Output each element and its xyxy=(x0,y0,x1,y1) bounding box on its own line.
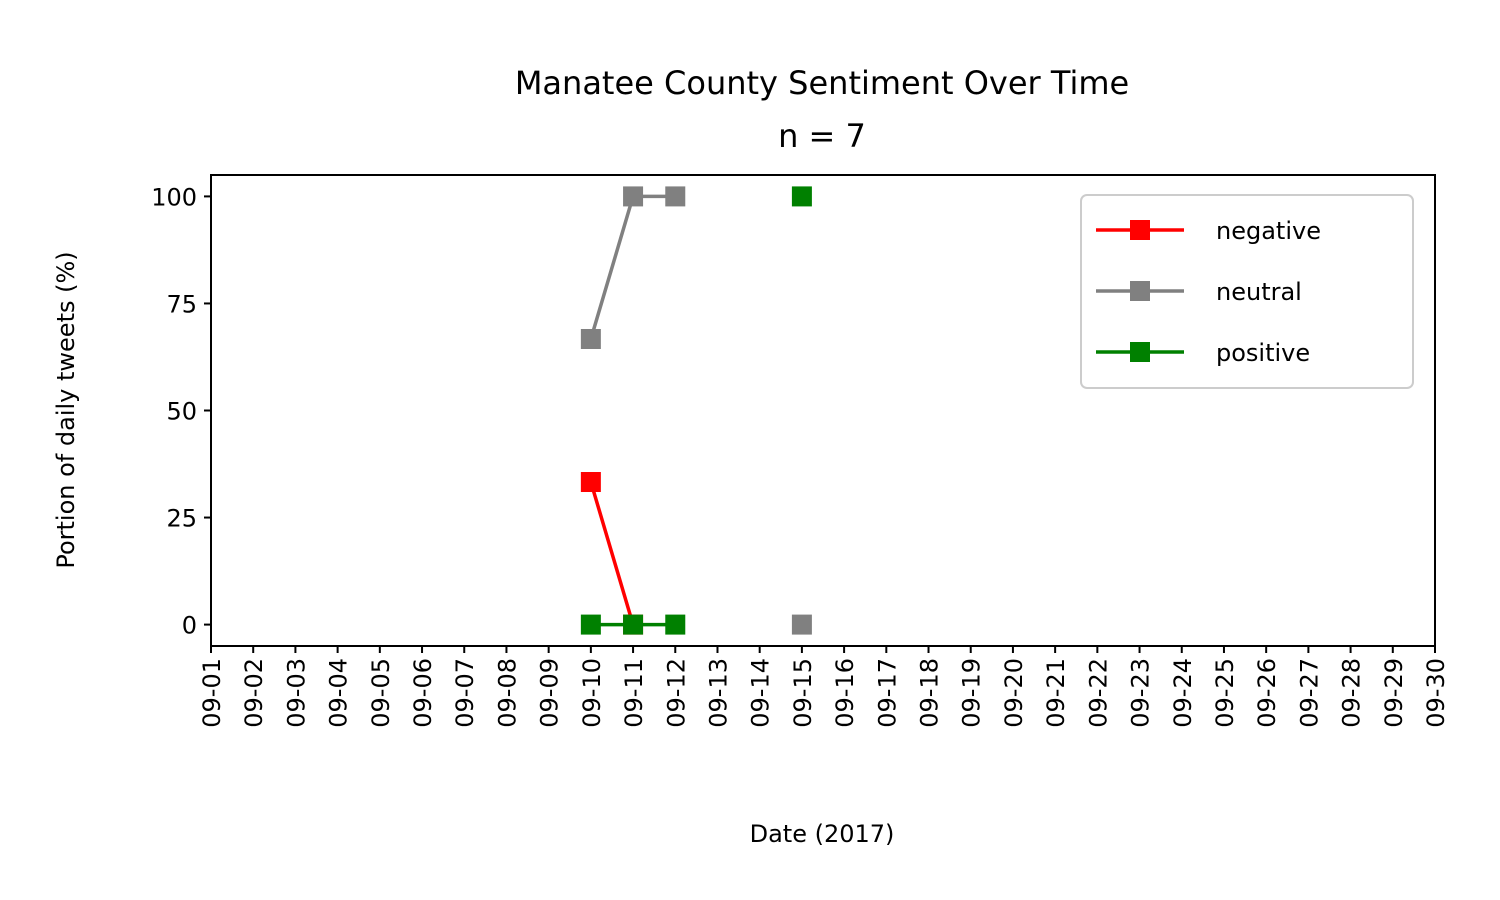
data-point-positive xyxy=(623,614,644,635)
data-point-neutral xyxy=(623,186,644,207)
data-point-neutral xyxy=(665,186,686,207)
data-point-positive xyxy=(791,186,812,207)
y-axis-label: Portion of daily tweets (%) xyxy=(52,251,80,568)
legend-label-positive: positive xyxy=(1216,339,1310,367)
data-point-positive xyxy=(580,614,601,635)
x-tick-label: 09-02 xyxy=(240,658,268,728)
x-tick-label: 09-16 xyxy=(831,658,859,728)
plot-frame xyxy=(210,174,1436,647)
legend-marker-neutral xyxy=(1130,281,1150,301)
x-tick-label: 09-23 xyxy=(1127,658,1155,728)
x-tick-label: 09-13 xyxy=(704,658,732,728)
x-tick-label: 09-27 xyxy=(1295,658,1323,728)
x-tick-label: 09-18 xyxy=(916,658,944,728)
x-tick-label: 09-06 xyxy=(409,658,437,728)
x-tick-label: 09-03 xyxy=(282,658,310,728)
y-tick-label: 100 xyxy=(151,183,197,211)
x-tick-label: 09-25 xyxy=(1211,658,1239,728)
x-tick-label: 09-29 xyxy=(1380,658,1408,728)
data-point-neutral xyxy=(791,614,812,635)
y-tick-label: 75 xyxy=(166,290,197,318)
x-tick-label: 09-28 xyxy=(1338,658,1366,728)
data-point-positive xyxy=(665,614,686,635)
legend-marker-positive xyxy=(1130,342,1150,362)
legend: negative neutral positive xyxy=(1080,194,1414,389)
x-tick-label: 09-19 xyxy=(958,658,986,728)
x-tick-label: 09-10 xyxy=(578,658,606,728)
x-tick-label: 09-09 xyxy=(536,658,564,728)
legend-box xyxy=(1080,194,1414,389)
legend-label-neutral: neutral xyxy=(1216,278,1302,306)
x-tick-label: 09-26 xyxy=(1253,658,1281,728)
series-line-negative xyxy=(589,481,635,626)
data-point-negative xyxy=(580,472,601,493)
chart-subtitle: n = 7 xyxy=(778,117,866,155)
series-line-neutral xyxy=(589,195,635,340)
x-axis-label: Date (2017) xyxy=(750,820,895,848)
x-tick-label: 09-04 xyxy=(325,658,353,728)
x-tick-label: 09-17 xyxy=(873,658,901,728)
x-tick-label: 09-01 xyxy=(198,658,226,728)
data-point-neutral xyxy=(580,328,601,349)
x-tick-label: 09-05 xyxy=(367,658,395,728)
x-tick-label: 09-30 xyxy=(1422,658,1450,728)
y-tick-label: 25 xyxy=(166,505,197,533)
x-tick-label: 09-07 xyxy=(451,658,479,728)
x-tick-label: 09-14 xyxy=(747,658,775,728)
x-tick-label: 09-15 xyxy=(789,658,817,728)
x-tick-label: 09-22 xyxy=(1084,658,1112,728)
y-tick-label: 0 xyxy=(182,612,197,640)
legend-label-negative: negative xyxy=(1216,217,1321,245)
chart-title: Manatee County Sentiment Over Time xyxy=(515,64,1129,102)
x-tick-label: 09-08 xyxy=(493,658,521,728)
legend-marker-negative xyxy=(1130,220,1150,240)
x-tick-label: 09-21 xyxy=(1042,658,1070,728)
x-tick-label: 09-11 xyxy=(620,658,648,728)
x-tick-label: 09-24 xyxy=(1169,658,1197,728)
x-tick-label: 09-12 xyxy=(662,658,690,728)
y-tick-label: 50 xyxy=(166,398,197,426)
x-tick-label: 09-20 xyxy=(1000,658,1028,728)
